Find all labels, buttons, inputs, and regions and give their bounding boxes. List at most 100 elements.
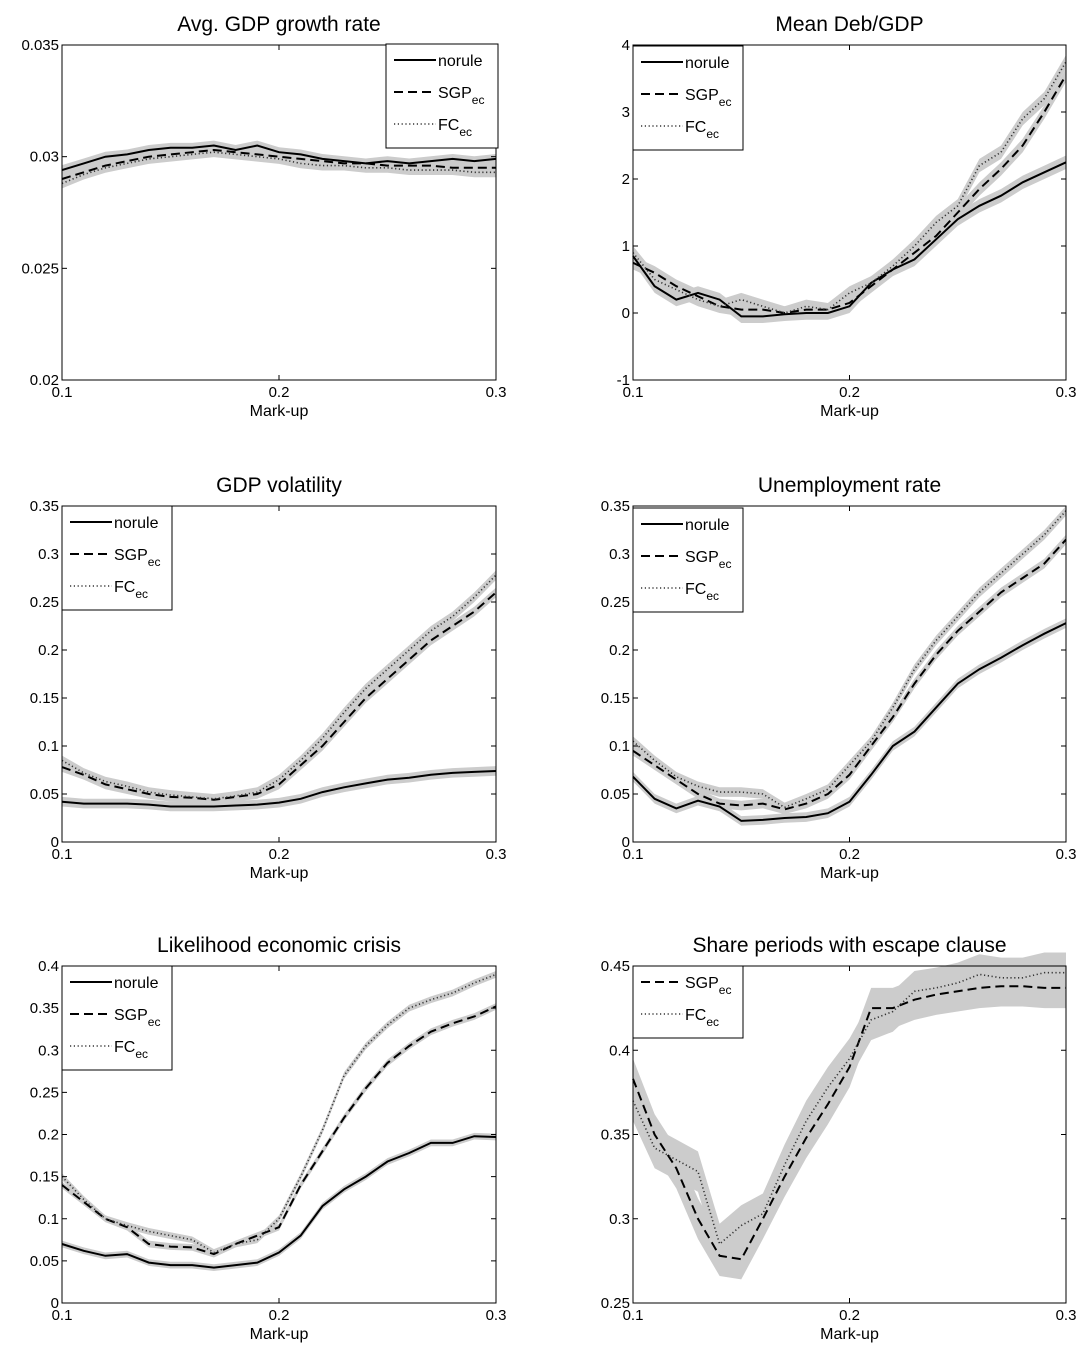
y-tick-label: 0.1 [38, 1211, 59, 1228]
y-tick-label: 0.25 [601, 1295, 630, 1312]
series-line-sgp [61, 1005, 497, 1256]
series-line-sgp [632, 985, 1066, 1261]
y-tick-label: 1 [622, 238, 630, 255]
confidence-band-0 [62, 1132, 496, 1271]
y-tick-label: 0.3 [609, 1211, 630, 1228]
y-tick-label: 2 [622, 171, 630, 188]
y-tick-label: 0.1 [609, 738, 630, 755]
legend-box [61, 965, 173, 1071]
legend-label-norule: norule [685, 55, 730, 72]
legend-label-norule: norule [685, 517, 730, 534]
confidence-band-2 [62, 570, 496, 804]
y-tick-label: 0.025 [21, 260, 59, 277]
y-tick-label: 0 [622, 834, 630, 851]
chart-title: Mean Deb/GDP [775, 13, 923, 36]
chart-title: Avg. GDP growth rate [177, 13, 381, 36]
y-tick-label: 0 [51, 1295, 59, 1312]
confidence-band-2 [62, 147, 496, 189]
y-tick-label: 0.35 [30, 1000, 59, 1017]
x-tick-label: 0.3 [1056, 846, 1077, 863]
y-tick-label: 0.05 [601, 786, 630, 803]
y-tick-label: -1 [617, 372, 630, 389]
legend-label-norule: norule [114, 515, 159, 532]
series-line-sgp [61, 148, 496, 180]
x-tick-label: 0.1 [623, 384, 644, 401]
y-tick-label: 0.25 [30, 594, 59, 611]
y-tick-label: 0.3 [38, 546, 59, 563]
y-tick-label: 0 [622, 305, 630, 322]
chart-title: Share periods with escape clause [692, 934, 1006, 957]
y-tick-label: 0 [51, 834, 59, 851]
chart-title: GDP volatility [216, 474, 342, 497]
series-line-norule [632, 622, 1067, 822]
x-tick-label: 0.2 [839, 1307, 860, 1324]
y-tick-label: 0.05 [30, 786, 59, 803]
chart-panel-3: GDP volatility 0 0.05 0.1 0.15 0.2 0.25 0.3 0.35… [30, 474, 507, 882]
x-tick-label: 0.2 [269, 1307, 290, 1324]
y-tick-label: 0.03 [30, 149, 59, 166]
x-tick-label: 0.3 [486, 846, 507, 863]
y-tick-label: 0.3 [609, 546, 630, 563]
series-line-sgp [632, 538, 1067, 811]
x-tick-label: 0.1 [52, 1307, 73, 1324]
x-tick-label: 0.1 [623, 1307, 644, 1324]
y-tick-label: 0.35 [601, 1127, 630, 1144]
x-tick-label: 0.2 [839, 846, 860, 863]
x-tick-label: 0.2 [269, 384, 290, 401]
chart-panel-5: Likelihood economic crisis 0 0.05 0.1 0.15 0.… [30, 934, 507, 1343]
series-line-fc [632, 971, 1066, 1246]
chart-title: Unemployment rate [758, 474, 941, 497]
y-tick-label: 0.2 [609, 642, 630, 659]
legend-box [385, 43, 499, 149]
x-tick-label: 0.3 [486, 384, 507, 401]
x-axis-label: Mark-up [820, 865, 879, 882]
series-line-norule [61, 770, 497, 808]
y-tick-label: 3 [622, 104, 630, 121]
confidence-band-2 [633, 55, 1066, 320]
y-tick-label: 0.2 [38, 642, 59, 659]
y-tick-label: 0.3 [38, 1042, 59, 1059]
chart-panel-1: Avg. GDP growth rate 0.02 0.025 0.03 0.035 0.… [21, 13, 506, 420]
confidence-band-0 [62, 766, 496, 812]
y-tick-label: 0.4 [609, 1042, 630, 1059]
y-tick-label: 0.15 [601, 690, 630, 707]
series-line-fc [632, 510, 1067, 809]
chart-title: Likelihood economic crisis [157, 934, 401, 957]
x-tick-label: 0.3 [1056, 1307, 1077, 1324]
chart-panel-6: Share periods with escape clause 0.25 0.3 0… [601, 934, 1077, 1343]
confidence-band-0 [62, 140, 496, 175]
confidence-band-1 [633, 68, 1066, 320]
x-tick-label: 0.1 [52, 384, 73, 401]
chart-panel-2: Mean Deb/GDP -1 0 1 2 3 4 0.1 0.2 0.3 Mark-up norul… [617, 13, 1077, 420]
y-tick-label: 0.15 [30, 690, 59, 707]
y-tick-label: 0.05 [30, 1253, 59, 1270]
x-axis-label: Mark-up [820, 403, 879, 420]
x-axis-label: Mark-up [250, 1326, 309, 1343]
y-tick-label: 0.1 [38, 738, 59, 755]
series-line-sgp [632, 74, 1067, 315]
legend-box [632, 45, 744, 151]
x-tick-label: 0.3 [1056, 384, 1077, 401]
y-tick-label: 0.25 [30, 1084, 59, 1101]
confidence-band-1 [633, 952, 1066, 1265]
y-tick-label: 0.4 [38, 958, 59, 975]
y-tick-label: 0.2 [38, 1127, 59, 1144]
x-tick-label: 0.1 [52, 846, 73, 863]
x-tick-label: 0.2 [839, 384, 860, 401]
chart-panel-4: Unemployment rate 0 0.05 0.1 0.15 0.2 0.25 0.3 0… [601, 474, 1077, 882]
series-line-fc [61, 151, 496, 185]
series-line-norule [632, 161, 1067, 318]
y-tick-label: 0.35 [30, 498, 59, 515]
y-tick-label: 0.02 [30, 372, 59, 389]
y-tick-label: 0.45 [601, 958, 630, 975]
series-line-norule [61, 144, 497, 172]
x-tick-label: 0.2 [269, 846, 290, 863]
x-axis-label: Mark-up [250, 865, 309, 882]
y-tick-label: 0.35 [601, 498, 630, 515]
x-tick-label: 0.3 [486, 1307, 507, 1324]
x-axis-label: Mark-up [250, 403, 309, 420]
